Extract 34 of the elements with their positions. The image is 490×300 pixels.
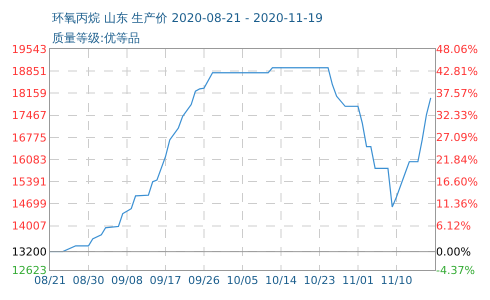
x-tick-label: 11/01 xyxy=(342,274,374,288)
y-tick-label: 16775 xyxy=(12,131,47,144)
y2-tick-label: 6.12% xyxy=(436,220,471,233)
x-tick-label: 08/21 xyxy=(34,274,66,288)
y2-tick-label: 0.00% xyxy=(436,245,471,258)
y-tick-label: 13200 xyxy=(12,245,47,258)
x-tick-label: 10/05 xyxy=(226,274,258,288)
y2-tick-label: 11.36% xyxy=(436,198,478,211)
y-tick-label: 17467 xyxy=(12,109,47,122)
y2-tick-label: 42.81% xyxy=(436,64,478,78)
y-tick-label: 12623 xyxy=(12,264,47,277)
y2-tick-label: 37.57% xyxy=(436,87,478,100)
y-tick-label: 16083 xyxy=(12,153,47,166)
x-tick-label: 08/30 xyxy=(72,274,104,288)
y-tick-label: 19543 xyxy=(12,42,47,56)
y-tick-label: 18851 xyxy=(12,64,47,78)
y2-tick-label: 16.60% xyxy=(436,175,478,188)
y2-tick-label: -4.37% xyxy=(436,264,475,277)
y-tick-label: 15391 xyxy=(12,175,47,188)
y2-tick-label: 48.06% xyxy=(436,42,478,56)
y2-tick-label: 32.33% xyxy=(436,109,478,122)
y-tick-label: 14007 xyxy=(12,220,47,233)
x-tick-label: 09/17 xyxy=(150,274,182,288)
x-tick-label: 11/10 xyxy=(380,274,412,288)
chart-title: 环氧丙烷 山东 生产价 2020-08-21 - 2020-11-19 xyxy=(52,11,323,25)
y2-tick-label: 27.09% xyxy=(436,131,478,144)
y2-tick-label: 21.84% xyxy=(436,153,478,166)
y-tick-label: 18159 xyxy=(12,87,47,100)
x-tick-label: 09/26 xyxy=(188,274,220,288)
x-tick-label: 09/08 xyxy=(111,274,143,288)
x-tick-label: 10/23 xyxy=(304,274,336,288)
x-tick-label: 10/14 xyxy=(265,274,297,288)
y-tick-label: 14699 xyxy=(12,198,47,211)
chart-subtitle: 质量等级:优等品 xyxy=(52,31,140,45)
